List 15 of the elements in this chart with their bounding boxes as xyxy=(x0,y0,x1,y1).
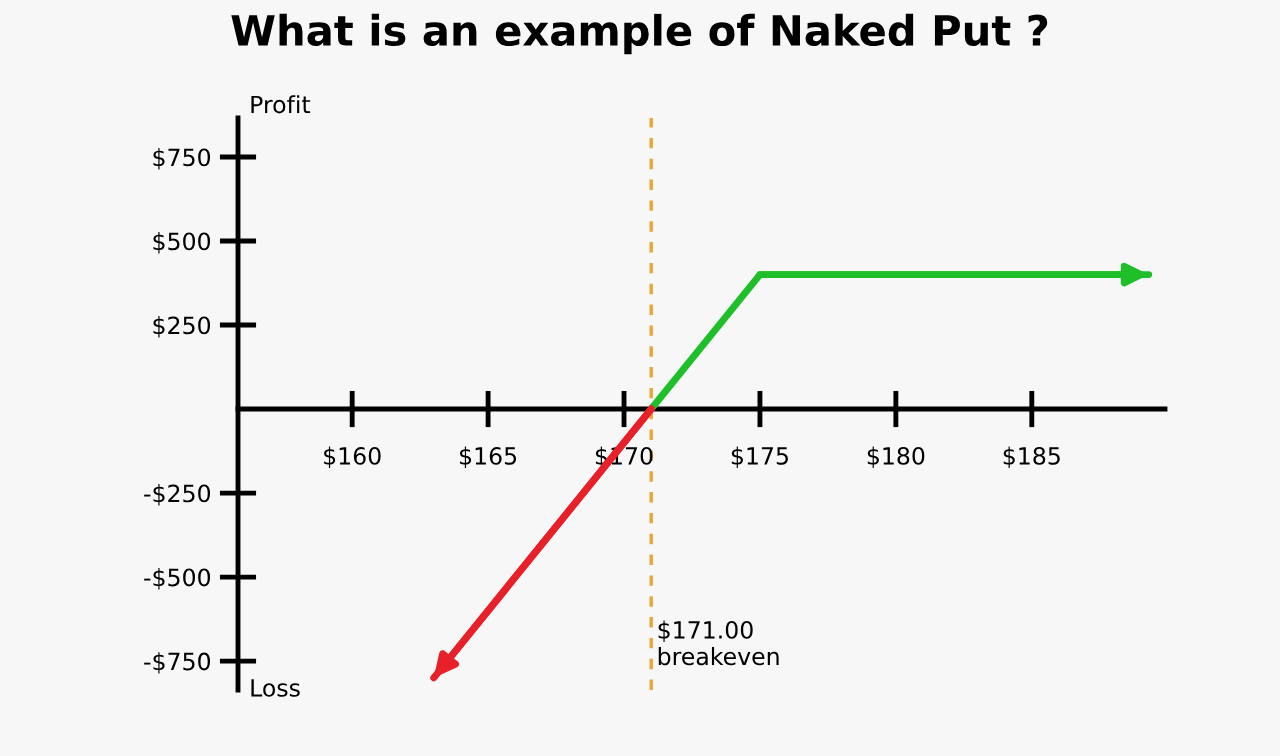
y-tick-label: $500 xyxy=(153,232,211,254)
x-tick-label: $180 xyxy=(867,446,925,468)
y-tick-label: -$250 xyxy=(144,484,211,506)
y-tick-label: $750 xyxy=(153,148,211,170)
ref-line-label: $171.00 breakeven xyxy=(658,620,779,666)
chart-title: What is an example of Naked Put ? xyxy=(231,13,1048,55)
x-tick-label: $175 xyxy=(731,446,788,468)
x-tick-label: $165 xyxy=(460,446,517,468)
x-tick-label: $185 xyxy=(1003,446,1060,468)
y-axis-title: Profit xyxy=(251,95,311,114)
y-tick-label: -$750 xyxy=(144,652,211,674)
y-tick-label: $250 xyxy=(153,316,211,338)
y-tick-label: -$500 xyxy=(144,568,211,590)
x-tick-label: $160 xyxy=(324,446,381,468)
annotation: Loss xyxy=(251,679,300,697)
